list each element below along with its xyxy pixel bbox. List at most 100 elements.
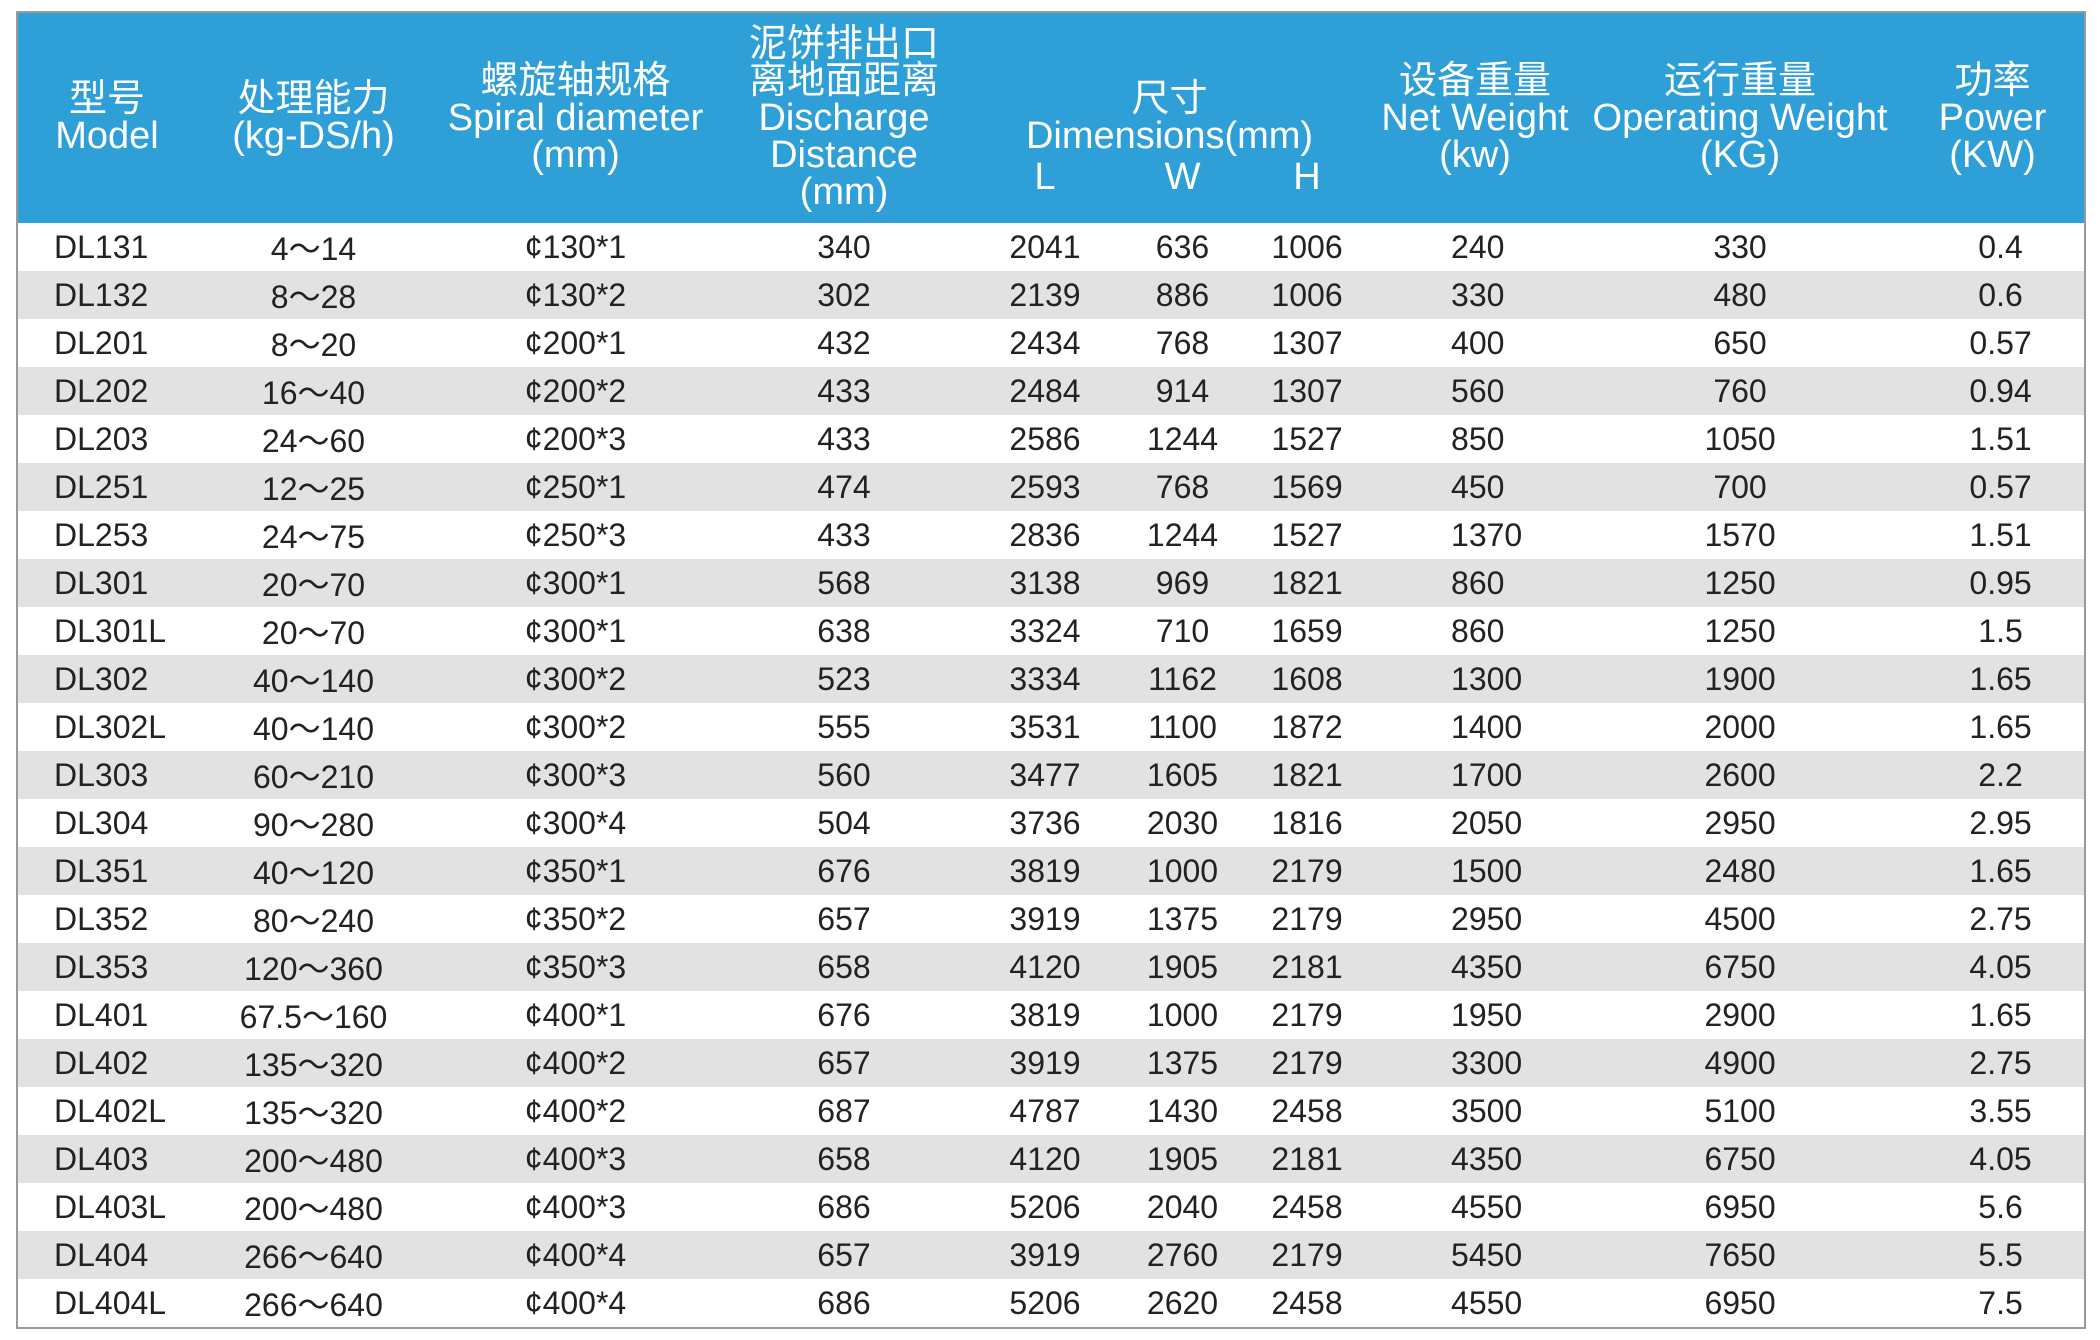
table-cell: 20～70 — [261, 615, 366, 651]
table-cell: 4350 — [1371, 1135, 1580, 1183]
table-cell: ¢130*1 — [524, 228, 627, 265]
header-subcell: L — [968, 155, 1122, 223]
table-row: DL401 67.5～160 ¢400*1 676 3819 1000 2179 1950 29… — [17, 991, 2085, 1039]
table-cell: 1250 — [1704, 612, 1776, 649]
table-cell: 240 — [1451, 228, 1505, 265]
table-cell: 2.2 — [1901, 751, 2086, 799]
table-cell: 2760 — [1122, 1231, 1243, 1279]
header-line: (KG) — [1699, 133, 1781, 176]
table-cell: 1872 — [1271, 708, 1343, 745]
table-cell: 5.5 — [1901, 1231, 2086, 1279]
table-cell: 3138 — [968, 559, 1122, 607]
table-cell: DL403 — [17, 1135, 196, 1183]
table-cell: 1050 — [1704, 420, 1776, 457]
table-cell: 330 — [1371, 271, 1580, 319]
table-cell: DL131 — [54, 228, 149, 265]
table-cell: 432 — [817, 324, 871, 361]
table-cell: 700 — [1579, 463, 1902, 511]
table-cell: 67.5～160 — [239, 999, 388, 1035]
table-row: DL402 135～320 ¢400*2 657 3919 1375 2179 3300 490… — [17, 1039, 2086, 1087]
table-cell: 523 — [720, 655, 968, 703]
table-cell: 657 — [720, 1039, 968, 1087]
table-cell: 450 — [1371, 463, 1580, 511]
table-cell: 5100 — [1704, 1092, 1776, 1129]
table-cell: 658 — [720, 1135, 968, 1183]
table-wrap: 型号 Model 处理能力 (kg-DS/h) 螺旋轴规格 Spiral diameter… — [16, 11, 2087, 1329]
table-row: DL404L 266～640 ¢400*4 686 5206 2620 2458 4550 69… — [17, 1279, 2085, 1328]
table-cell: DL404L — [54, 1284, 167, 1321]
table-row: DL302L 40～140 ¢300*2 555 3531 1100 1872 1400 200… — [17, 703, 2085, 751]
table-cell: ¢400*4 — [431, 1231, 720, 1279]
table-cell: 2950 — [1451, 900, 1523, 937]
table-cell: DL351 — [17, 847, 196, 895]
table-cell: ¢300*2 — [431, 655, 720, 703]
table-cell: 20～70 — [196, 559, 431, 607]
table-cell: 1.5 — [1978, 612, 2023, 649]
table-cell: 1569 — [1243, 463, 1372, 511]
table-cell: 636 — [1155, 228, 1210, 265]
table-cell: 1659 — [1271, 612, 1343, 649]
table-cell: 2586 — [1009, 420, 1081, 457]
table-cell: 7.5 — [1978, 1284, 2023, 1321]
table-cell: 1905 — [1122, 1135, 1243, 1183]
table-cell: 4.05 — [1901, 943, 2086, 991]
table-cell: 1000 — [1122, 847, 1243, 895]
header-line: 处理能力 — [237, 78, 390, 120]
table-cell: ¢250*1 — [431, 463, 720, 511]
table-cell: 433 — [817, 420, 871, 457]
header-cell: 尺寸 Dimensions(mm) — [968, 12, 1372, 157]
table-cell: 2458 — [1271, 1092, 1343, 1129]
table-cell: DL251 — [17, 463, 196, 511]
table-cell: 200～480 — [244, 1191, 383, 1227]
table-cell: 969 — [1122, 559, 1243, 607]
table-cell: 504 — [817, 804, 871, 841]
table-cell: 760 — [1579, 367, 1902, 415]
header-line: 泥饼排出口 — [748, 22, 939, 65]
table-cell: 2600 — [1579, 751, 1902, 799]
table-cell: 860 — [1371, 559, 1580, 607]
header-line: (KW) — [1949, 133, 2036, 176]
table-cell: DL402 — [17, 1039, 196, 1087]
table-cell: 90～280 — [253, 807, 374, 843]
header-line: (kw) — [1439, 133, 1511, 176]
table-cell: 4787 — [1009, 1092, 1081, 1129]
table-cell: 1375 — [1146, 900, 1219, 937]
table-cell: 2181 — [1243, 943, 1372, 991]
header-line: 型号 — [68, 78, 145, 120]
header-line: (mm) — [531, 133, 620, 176]
table-cell: 2458 — [1271, 1188, 1343, 1225]
table-row: DL201 8～20 ¢200*1 432 2434 768 1307 400 650 0.57 — [17, 319, 2085, 367]
table-row: DL402L 135～320 ¢400*2 687 4787 1430 2458 3500 51… — [17, 1087, 2085, 1135]
table-cell: 686 — [817, 1284, 871, 1321]
table-cell: ¢400*2 — [431, 1039, 720, 1087]
table-cell: 433 — [817, 516, 871, 553]
table-body: DL131 4～14 ¢130*1 340 2041 636 1006 240 330 0.4 DL… — [17, 223, 2086, 1328]
table-cell: 2900 — [1704, 996, 1776, 1033]
table-cell: 1.65 — [1969, 996, 2032, 1033]
table-cell: 4.05 — [1901, 1135, 2086, 1183]
table-cell: 60～210 — [196, 751, 431, 799]
table-row: DL352 80～240 ¢350*2 657 3919 1375 2179 2950 4500… — [17, 895, 2085, 943]
table-cell: 4120 — [968, 943, 1122, 991]
table-cell: 4120 — [968, 1135, 1122, 1183]
table-cell: 3477 — [968, 751, 1122, 799]
table-cell: ¢350*3 — [431, 943, 720, 991]
table-cell: 1.65 — [1901, 655, 2086, 703]
header-line: Distance — [770, 133, 918, 176]
table-cell: 1400 — [1451, 708, 1523, 745]
header-line: Model — [55, 115, 159, 157]
header-line: 功率 — [1954, 59, 2031, 102]
table-cell: 1100 — [1148, 708, 1217, 745]
table-cell: 5.6 — [1978, 1188, 2023, 1225]
table-cell: 657 — [817, 900, 871, 937]
table-cell: 560 — [720, 751, 968, 799]
table-cell: 302 — [720, 271, 968, 319]
header-row: 型号 Model 处理能力 (kg-DS/h) 螺旋轴规格 Spiral diameter… — [17, 12, 2086, 223]
table-cell: 474 — [720, 463, 968, 511]
table-cell: 686 — [817, 1188, 871, 1225]
table-cell: 2836 — [1009, 516, 1081, 553]
table-cell: 7650 — [1579, 1231, 1902, 1279]
table-cell: 1250 — [1579, 559, 1902, 607]
table-cell: ¢300*1 — [431, 559, 720, 607]
header-line: Dimensions(mm) — [1025, 115, 1314, 157]
